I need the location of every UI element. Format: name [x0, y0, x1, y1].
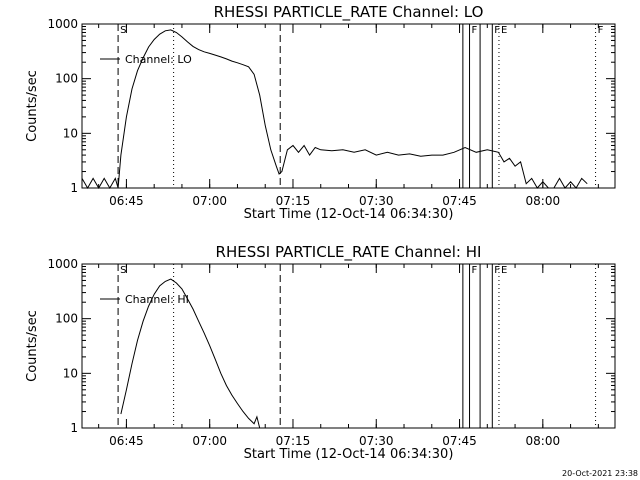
footer-timestamp: 20-Oct-2021 23:38 — [562, 469, 638, 478]
y-axis-label: Counts/sec — [25, 310, 40, 382]
x-tick-label: 08:00 — [526, 194, 561, 208]
x-tick-label: 06:45 — [109, 194, 144, 208]
event-marker-label: E — [501, 265, 507, 276]
y-tick-label: 10 — [63, 126, 78, 140]
series-line — [81, 29, 588, 189]
y-axis-label: Counts/sec — [25, 70, 40, 142]
y-tick-label: 1 — [70, 181, 78, 195]
legend-label: Channel: LO — [125, 53, 192, 66]
y-tick-label: 100 — [55, 312, 78, 326]
x-tick-label: 07:30 — [359, 434, 394, 448]
y-tick-label: 1 — [70, 421, 78, 435]
x-tick-label: 07:45 — [442, 194, 477, 208]
event-marker-label: F — [598, 25, 604, 36]
plot-frame — [81, 23, 616, 189]
x-tick-label: 08:00 — [526, 434, 561, 448]
x-tick-label: 07:45 — [442, 434, 477, 448]
x-tick-label: 07:30 — [359, 194, 394, 208]
x-tick-label: 07:15 — [276, 434, 311, 448]
y-tick-label: 1000 — [47, 257, 78, 271]
x-axis-label: Start Time (12-Oct-14 06:34:30) — [244, 447, 454, 462]
x-tick-label: 07:00 — [192, 194, 227, 208]
event-marker-label: F — [472, 25, 478, 36]
chart-title: RHESSI PARTICLE_RATE Channel: LO — [214, 3, 484, 22]
y-tick-label: 10 — [63, 366, 78, 380]
chart-title: RHESSI PARTICLE_RATE Channel: HI — [216, 243, 482, 262]
y-tick-label: 1000 — [47, 17, 78, 31]
event-marker-label: F — [472, 265, 478, 276]
event-marker-label: F — [494, 25, 500, 36]
x-axis-label: Start Time (12-Oct-14 06:34:30) — [244, 207, 454, 222]
y-tick-label: 100 — [55, 72, 78, 86]
plot-frame — [81, 263, 616, 429]
x-tick-label: 07:00 — [192, 434, 227, 448]
event-marker-label: S — [120, 25, 126, 36]
legend-label: Channel: HI — [125, 293, 189, 306]
x-tick-label: 07:15 — [276, 194, 311, 208]
event-marker-label: F — [494, 265, 500, 276]
event-marker-label: E — [501, 25, 507, 36]
x-tick-label: 06:45 — [109, 434, 144, 448]
event-marker-label: S — [120, 265, 126, 276]
